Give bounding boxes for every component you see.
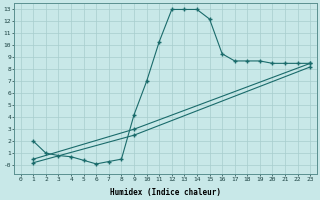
X-axis label: Humidex (Indice chaleur): Humidex (Indice chaleur)	[110, 188, 221, 197]
